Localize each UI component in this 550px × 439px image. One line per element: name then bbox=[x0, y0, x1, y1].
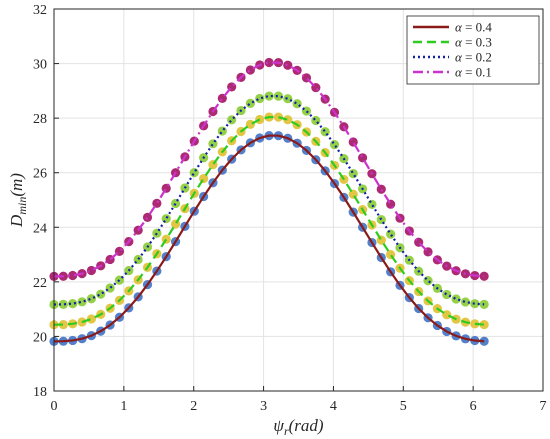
y-axis-label: Dmin(m) bbox=[7, 173, 29, 228]
series-line bbox=[53, 115, 485, 326]
series-line bbox=[53, 134, 485, 343]
data-point bbox=[423, 276, 433, 286]
legend-label: α = 0.1 bbox=[455, 65, 492, 80]
legend-label: α = 0.3 bbox=[455, 35, 492, 50]
data-point bbox=[376, 184, 386, 194]
data-point bbox=[161, 214, 171, 224]
legend: α = 0.4α = 0.3α = 0.2α = 0.1 bbox=[406, 15, 540, 85]
series-layer bbox=[49, 57, 489, 346]
data-point bbox=[357, 153, 368, 163]
data-point bbox=[58, 319, 68, 330]
data-point bbox=[311, 115, 321, 126]
data-point bbox=[283, 60, 293, 70]
x-tick-label: 5 bbox=[400, 399, 407, 414]
axis-labels: ψr(rad) Dmin(m) bbox=[7, 173, 324, 438]
ticks: 0 1 2 3 4 5 6 7 18 20 22 24 26 28 30 32 bbox=[33, 3, 547, 414]
data-point bbox=[58, 299, 68, 309]
data-point bbox=[68, 270, 78, 281]
y-tick-label: 26 bbox=[33, 167, 47, 182]
x-tick-label: 2 bbox=[190, 399, 197, 414]
x-tick-label: 1 bbox=[120, 399, 127, 414]
x-tick-label: 6 bbox=[470, 399, 477, 414]
data-point bbox=[245, 98, 255, 108]
data-point bbox=[96, 289, 106, 299]
data-point bbox=[264, 57, 274, 68]
y-tick-label: 22 bbox=[33, 276, 47, 291]
series-line bbox=[53, 94, 485, 306]
data-point bbox=[273, 91, 284, 101]
x-tick-label: 0 bbox=[51, 399, 58, 414]
data-point bbox=[217, 126, 227, 136]
data-point bbox=[460, 297, 471, 307]
data-point bbox=[386, 229, 396, 239]
series-0.3 bbox=[49, 112, 489, 330]
data-point bbox=[367, 199, 377, 209]
data-point bbox=[264, 91, 274, 101]
data-point bbox=[273, 112, 284, 122]
data-point bbox=[86, 314, 96, 324]
data-point bbox=[245, 65, 255, 75]
y-tick-label: 20 bbox=[33, 330, 47, 345]
y-tick-label: 28 bbox=[33, 112, 47, 127]
legend-label: α = 0.4 bbox=[455, 20, 492, 35]
x-axis-label: ψr(rad) bbox=[273, 416, 324, 438]
series-line bbox=[53, 61, 485, 278]
x-tick-label: 7 bbox=[540, 399, 547, 414]
y-tick-label: 32 bbox=[33, 3, 47, 18]
data-point bbox=[227, 115, 237, 125]
data-point bbox=[479, 319, 489, 330]
data-point bbox=[329, 140, 340, 150]
data-point bbox=[348, 168, 358, 179]
series-0.4 bbox=[49, 131, 489, 346]
data-point bbox=[68, 299, 78, 309]
data-point bbox=[189, 168, 199, 178]
data-point bbox=[470, 299, 480, 309]
data-point bbox=[77, 297, 87, 307]
data-point bbox=[320, 127, 330, 137]
legend-label: α = 0.2 bbox=[455, 50, 492, 65]
plot-frame bbox=[53, 8, 544, 392]
data-point bbox=[451, 294, 461, 304]
y-tick-label: 30 bbox=[33, 58, 47, 73]
data-point bbox=[208, 139, 218, 149]
data-point bbox=[442, 289, 452, 300]
data-point bbox=[152, 198, 162, 208]
y-tick-label: 18 bbox=[33, 385, 47, 400]
data-point bbox=[142, 212, 153, 222]
data-point bbox=[292, 99, 302, 109]
data-point bbox=[470, 319, 480, 329]
data-point bbox=[283, 94, 293, 104]
series-0.1 bbox=[49, 57, 489, 281]
y-tick-label: 24 bbox=[33, 221, 47, 236]
series-0.2 bbox=[49, 91, 489, 310]
x-tick-label: 4 bbox=[330, 399, 337, 414]
x-tick-label: 3 bbox=[260, 399, 267, 414]
data-point bbox=[283, 115, 293, 125]
